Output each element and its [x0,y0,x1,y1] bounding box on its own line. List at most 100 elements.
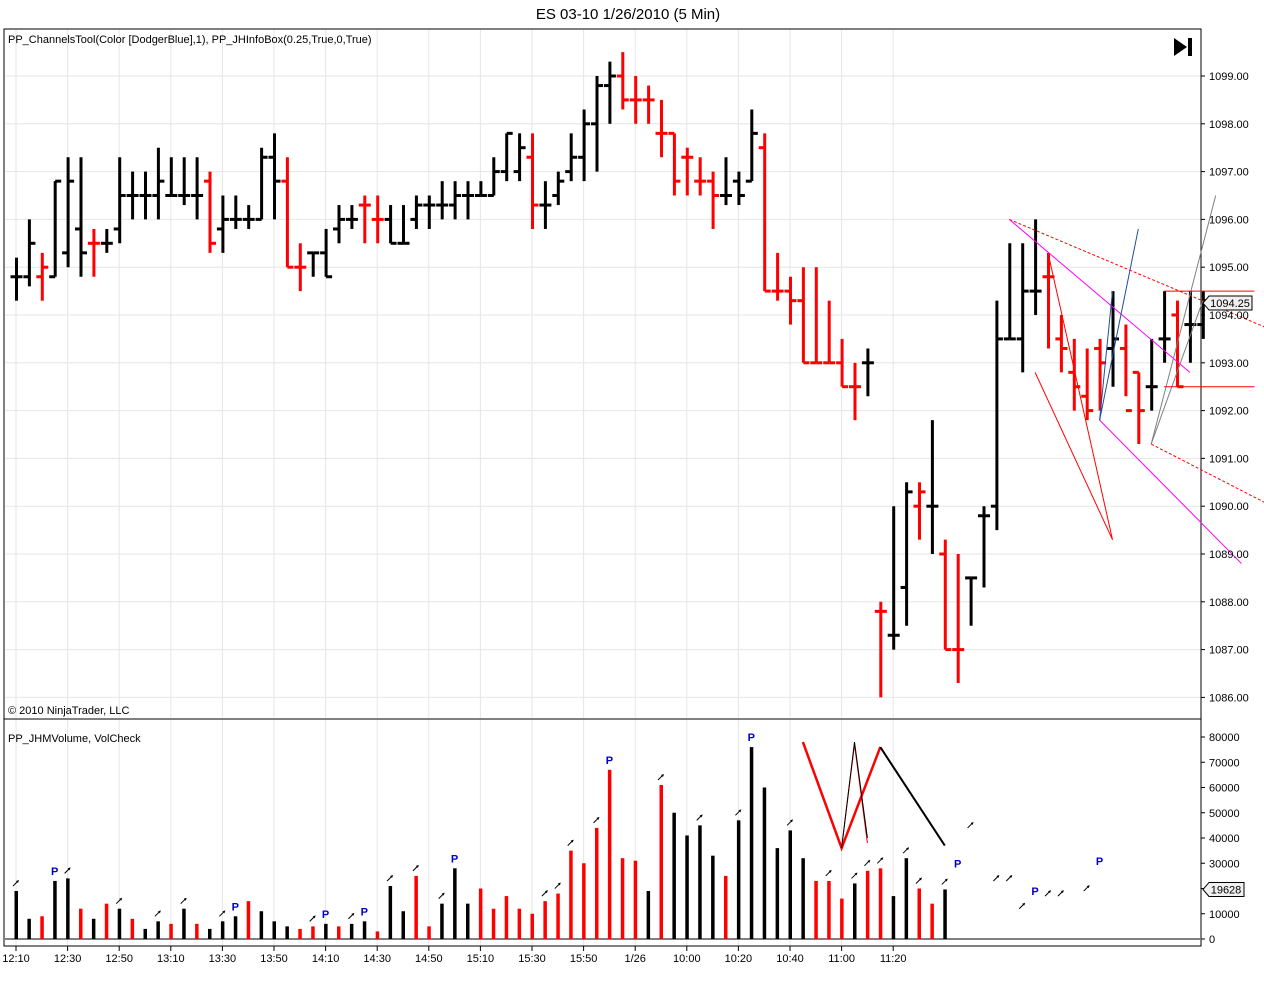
arrow-mark-icon [915,877,922,884]
ohlc-bar [436,181,449,220]
trendline [1034,372,1113,540]
ohlc-bar [707,171,720,229]
time-tick-label: 14:50 [415,953,443,965]
time-tick-label: 15:30 [518,953,546,965]
ohlc-bar [965,576,978,626]
arrow-mark-icon [309,915,316,922]
ohlc-bar [126,171,139,220]
volume-bar [878,868,883,939]
arrow-mark-icon [1083,885,1090,892]
arrow-mark-icon [154,910,161,917]
ohlc-bar [229,195,242,229]
arrow-mark-icon [412,864,419,872]
ohlc-bar [578,109,591,182]
ohlc-bar [887,506,900,650]
volume-bar [504,896,509,939]
volume-bar [711,855,715,939]
price-tick-label: 1088.00 [1209,597,1249,609]
time-tick-label: 13:50 [260,953,288,965]
arrow-mark-icon [851,872,858,879]
arrow-mark-icon [735,809,742,816]
ohlc-bar [732,171,745,206]
volume-tick-label: 50000 [1209,808,1240,820]
ohlc-bar [810,267,823,365]
ohlc-bar [655,99,668,158]
ohlc-bar [165,157,178,197]
volume-bar [891,896,896,939]
arrow-mark-icon [554,882,561,889]
volume-bar [595,827,599,939]
volume-bar [14,891,18,939]
volume-bar [659,784,663,939]
volume-tick-label: 10000 [1209,909,1240,921]
volume-bar [117,908,122,939]
price-tick-label: 1092.00 [1209,406,1249,418]
skip-to-end-icon[interactable] [1174,38,1192,56]
volume-bar [27,918,31,939]
time-tick-label: 14:10 [312,953,340,965]
volume-bar [285,926,289,939]
ohlc-bar [204,171,216,253]
pivot-mark: P [451,853,458,865]
volume-bar [298,928,302,939]
arrow-mark-head [790,819,793,823]
ohlc-bar [49,179,62,279]
price-tick-label: 1097.00 [1209,167,1249,179]
ohlc-bar [152,147,165,220]
arrow-mark-head [312,915,316,919]
ohlc-bar [10,257,23,301]
ohlc-bar [474,181,487,197]
price-tick-label: 1087.00 [1209,645,1249,657]
arrow-mark-head [596,816,600,820]
volume-bar [324,923,328,939]
price-tick-label: 1089.00 [1209,549,1249,561]
ohlc-bar [294,243,307,292]
ohlc-bar [500,131,513,182]
volume-bar [143,928,147,939]
pivot-mark: P [322,909,329,921]
volume-bar [208,928,212,939]
volume-bar [259,911,264,939]
volume-bar [530,913,534,939]
ohlc-bar [62,157,75,268]
volume-tick-label: 70000 [1209,757,1240,769]
volume-bar [582,863,586,939]
arrow-mark-head [1086,885,1090,889]
pivot-mark: P [1031,886,1038,898]
ohlc-bar [758,133,771,293]
ohlc-bar [100,228,113,253]
pivot-mark: P [954,858,961,870]
copyright-text: © 2010 NinjaTrader, LLC [8,705,129,717]
ohlc-bar [603,61,616,124]
arrow-mark-head [828,869,832,873]
arrow-mark-icon [12,880,19,887]
arrow-mark-icon [1057,890,1064,897]
volume-bar [233,916,238,939]
ohlc-bar [345,205,358,229]
ohlc-bar [371,195,384,244]
arrow-mark-icon [864,859,871,867]
volume-bar [337,926,341,939]
ohlc-bar [668,131,681,196]
time-tick-label: 11:20 [880,953,907,965]
arrow-mark-head [570,839,574,843]
ohlc-bar [642,85,655,124]
arrow-mark-head [1048,890,1051,894]
last-volume-flag: 19628 [1202,881,1245,897]
volume-bar [195,923,199,939]
pivot-mark: P [232,901,239,913]
ohlc-bar [861,348,874,397]
arrow-mark-head [854,872,858,876]
arrow-mark-head [16,880,19,884]
volume-bar [917,888,921,939]
ohlc-bar [797,267,810,365]
price-tick-label: 1091.00 [1209,453,1249,465]
volume-tick-label: 80000 [1209,732,1240,744]
ohlc-bar [333,205,345,244]
ohlc-bar [113,157,126,244]
volume-trendline [841,741,868,849]
volume-bar [840,898,844,939]
price-bars-layer [10,52,1210,698]
arrow-mark-icon [219,910,226,917]
